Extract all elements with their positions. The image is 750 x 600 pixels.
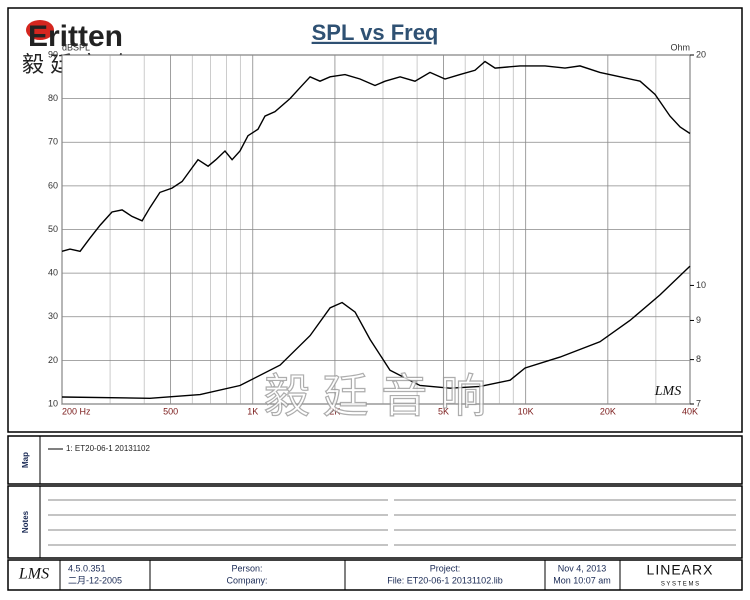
x-tick-label: 20K xyxy=(600,406,616,416)
file: File: ET20-06-1 20131102.lib xyxy=(387,575,502,585)
x-tick-label: 2K xyxy=(329,406,340,416)
x-tick-label: 200 Hz xyxy=(62,406,91,416)
y2-tick-label: 7 xyxy=(696,398,701,408)
y2-tick-label: 10 xyxy=(696,280,706,290)
map-label: Map xyxy=(21,452,30,468)
x-tick-label: 1K xyxy=(247,406,258,416)
version: 4.5.0.351 xyxy=(68,563,106,573)
y2-tick-label: 8 xyxy=(696,354,701,364)
x-tick-label: 10K xyxy=(518,406,534,416)
y-tick-label: 30 xyxy=(48,311,58,321)
chart-title: SPL vs Freq xyxy=(312,20,439,45)
time: Mon 10:07 am xyxy=(553,575,611,585)
y2-tick-label: 9 xyxy=(696,315,701,325)
data-line xyxy=(61,60,691,253)
y-tick-label: 10 xyxy=(48,398,58,408)
x-tick-label: 500 xyxy=(163,406,178,416)
y-tick-label: 40 xyxy=(48,268,58,278)
notes-panel xyxy=(7,485,743,559)
company: Company: xyxy=(226,575,267,585)
x-tick-label: 5K xyxy=(438,406,449,416)
map-panel xyxy=(7,435,743,485)
person: Person: xyxy=(231,563,262,573)
y2-axis-label: Ohm xyxy=(670,42,690,52)
logo-brand: Eritten xyxy=(28,20,123,53)
y-tick-label: 70 xyxy=(48,137,58,147)
watermark: 毅 廷 音 响 xyxy=(264,370,486,422)
y-tick-label: 60 xyxy=(48,180,58,190)
y-tick-label: 80 xyxy=(48,93,58,103)
y-axis-label: dBSPL xyxy=(62,42,90,52)
data-line xyxy=(61,265,691,400)
footer-dividers xyxy=(59,560,621,590)
plot-lms-mark: LMS xyxy=(654,384,681,399)
footer-logo: LMS xyxy=(18,566,49,583)
note-lines xyxy=(48,499,736,546)
y-tick-label: 90 xyxy=(48,49,58,59)
x-tick-label: 40K xyxy=(682,406,698,416)
y2-tick-label: 20 xyxy=(696,49,706,59)
y-tick-label: 50 xyxy=(48,224,58,234)
notes-label: Notes xyxy=(21,510,30,533)
project: Project: xyxy=(430,563,461,573)
build-date: 二月-12-2005 xyxy=(68,575,122,585)
brand-sub: S Y S T E M S xyxy=(661,582,699,588)
legend-entry: 1: ET20-06-1 20131102 xyxy=(66,444,150,453)
brand: LINEARX xyxy=(647,562,714,578)
y-tick-label: 20 xyxy=(48,355,58,365)
date: Nov 4, 2013 xyxy=(558,563,607,573)
logo-swoosh xyxy=(26,20,54,40)
plot: 200 Hz 500 1K 2K 5K 10K 20K 40K 10 20 30 40 50 60 70 80… xyxy=(48,49,706,416)
